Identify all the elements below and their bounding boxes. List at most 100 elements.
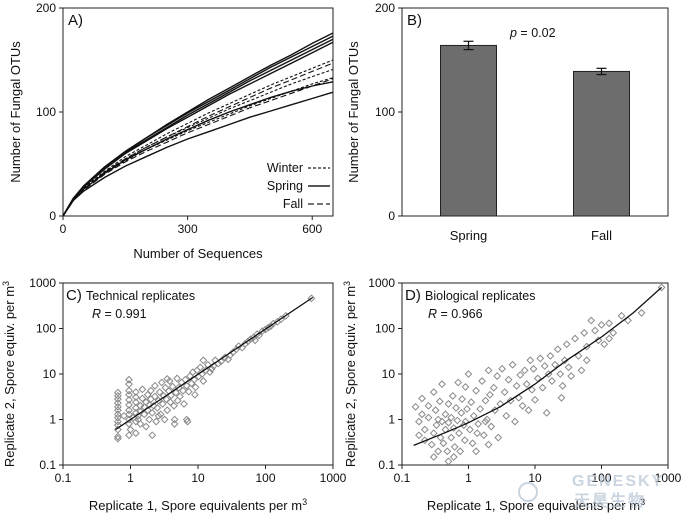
data-point-133 <box>191 390 199 399</box>
data-point-19 <box>438 380 446 389</box>
x-tick-label-1: 1 <box>465 471 472 485</box>
data-point-67 <box>506 396 515 405</box>
data-point-21 <box>441 410 450 419</box>
panel-a-rarefaction-chart: 0 300 600 0 100 200 A) Number of Sequences Nu… <box>8 1 334 261</box>
xlabel-text: Replicate 1, Spore equivalents per m <box>427 498 640 513</box>
data-point-112 <box>657 283 666 292</box>
panel-a-xlabel: Number of Sequences <box>133 246 263 261</box>
data-point-1 <box>415 431 423 440</box>
data-point-80 <box>531 395 539 404</box>
y-tick-label-1: 1 <box>49 413 56 427</box>
data-point-118 <box>557 393 566 402</box>
y-tick-label-2: 10 <box>382 367 396 381</box>
data-point-78 <box>180 400 188 408</box>
data-point-107 <box>605 319 613 328</box>
legend-spring-label: Spring <box>267 179 303 193</box>
data-point-74 <box>174 383 183 392</box>
data-point-121 <box>481 417 490 426</box>
panel-a-legend: Winter Spring Fall <box>267 161 330 211</box>
data-point-117 <box>484 440 493 449</box>
data-point-75 <box>176 392 184 401</box>
curve-fall-8 <box>62 78 334 217</box>
y-tick-label-1: 100 <box>375 105 395 119</box>
data-point-97 <box>571 334 579 343</box>
data-point-17 <box>436 433 445 442</box>
data-point-8 <box>424 413 433 422</box>
panel-b-ticks: 0 100 200 <box>375 1 402 223</box>
data-point-19 <box>125 395 133 404</box>
data-point-84 <box>540 362 549 370</box>
data-point-103 <box>591 326 599 335</box>
data-point-24 <box>444 400 453 408</box>
x-category-label-spring: Spring <box>450 228 488 243</box>
panel-b-label: B) <box>407 12 422 29</box>
panel-a-label: A) <box>68 12 83 29</box>
data-point-9 <box>113 399 122 407</box>
data-point-83 <box>538 383 547 392</box>
data-point-96 <box>207 364 216 373</box>
curve-fall-10 <box>62 91 334 217</box>
data-point-76 <box>524 406 533 415</box>
data-point-43 <box>466 425 474 434</box>
y-tick-label-2: 200 <box>36 1 56 15</box>
data-point-82 <box>536 354 545 363</box>
panel-c-points <box>113 294 316 443</box>
data-point-39 <box>460 436 469 445</box>
data-point-109 <box>244 337 252 346</box>
data-point-30 <box>131 388 140 397</box>
x-tick-label-2: 10 <box>528 471 542 485</box>
r-symbol: R <box>92 307 101 321</box>
y-tick-label-0: 0.1 <box>378 458 395 472</box>
data-point-16 <box>435 397 444 406</box>
panel-c-ylabel: Replicate 2, Spore equiv. per m3 <box>1 281 17 467</box>
watermark-text-cn: 天昊生物 <box>574 491 646 510</box>
data-point-28 <box>131 398 140 407</box>
data-point-55 <box>155 388 164 397</box>
data-point-92 <box>199 377 208 385</box>
ylabel-sup: 3 <box>342 281 352 286</box>
data-point-122 <box>461 383 470 391</box>
data-point-23 <box>443 447 452 456</box>
data-point-61 <box>494 433 503 442</box>
data-point-70 <box>170 415 179 424</box>
y-tick-label-1: 100 <box>36 105 56 119</box>
data-point-51 <box>478 377 486 385</box>
data-point-20 <box>439 439 448 448</box>
fit-line <box>115 296 314 431</box>
data-point-16 <box>125 410 133 419</box>
data-point-80 <box>182 381 191 390</box>
data-point-57 <box>157 378 166 387</box>
data-point-6 <box>113 410 122 419</box>
watermark-text: GENESKY <box>572 473 664 490</box>
data-point-106 <box>600 340 609 349</box>
data-point-109 <box>617 311 626 320</box>
data-point-77 <box>526 356 535 365</box>
data-point-53 <box>153 403 162 412</box>
data-point-29 <box>131 393 140 402</box>
data-point-49 <box>474 420 483 428</box>
data-point-104 <box>594 336 603 345</box>
y-tick-label-2: 10 <box>43 367 57 381</box>
data-point-92 <box>558 381 567 390</box>
data-point-27 <box>447 433 456 442</box>
data-point-73 <box>173 396 182 405</box>
data-point-60 <box>160 415 169 424</box>
y-tick-label-3: 100 <box>375 322 395 336</box>
data-point-61 <box>161 383 170 392</box>
panel-b-ylabel: Number of Fungal OTUs <box>346 41 361 183</box>
data-point-75 <box>522 380 531 389</box>
data-point-46 <box>469 411 478 420</box>
xlabel-sup: 3 <box>302 497 307 507</box>
y-tick-label-0: 0 <box>388 209 395 223</box>
data-point-44 <box>467 398 476 407</box>
data-point-65 <box>502 411 511 420</box>
panel-b-bars: Spring Fall <box>440 40 630 243</box>
data-point-55 <box>484 366 493 375</box>
fit-line <box>413 286 663 447</box>
data-point-108 <box>609 329 618 337</box>
curve-fall-9 <box>62 62 334 217</box>
data-point-4 <box>113 417 122 426</box>
data-point-9 <box>427 440 436 449</box>
data-point-39 <box>142 422 150 431</box>
data-point-22 <box>125 380 133 389</box>
